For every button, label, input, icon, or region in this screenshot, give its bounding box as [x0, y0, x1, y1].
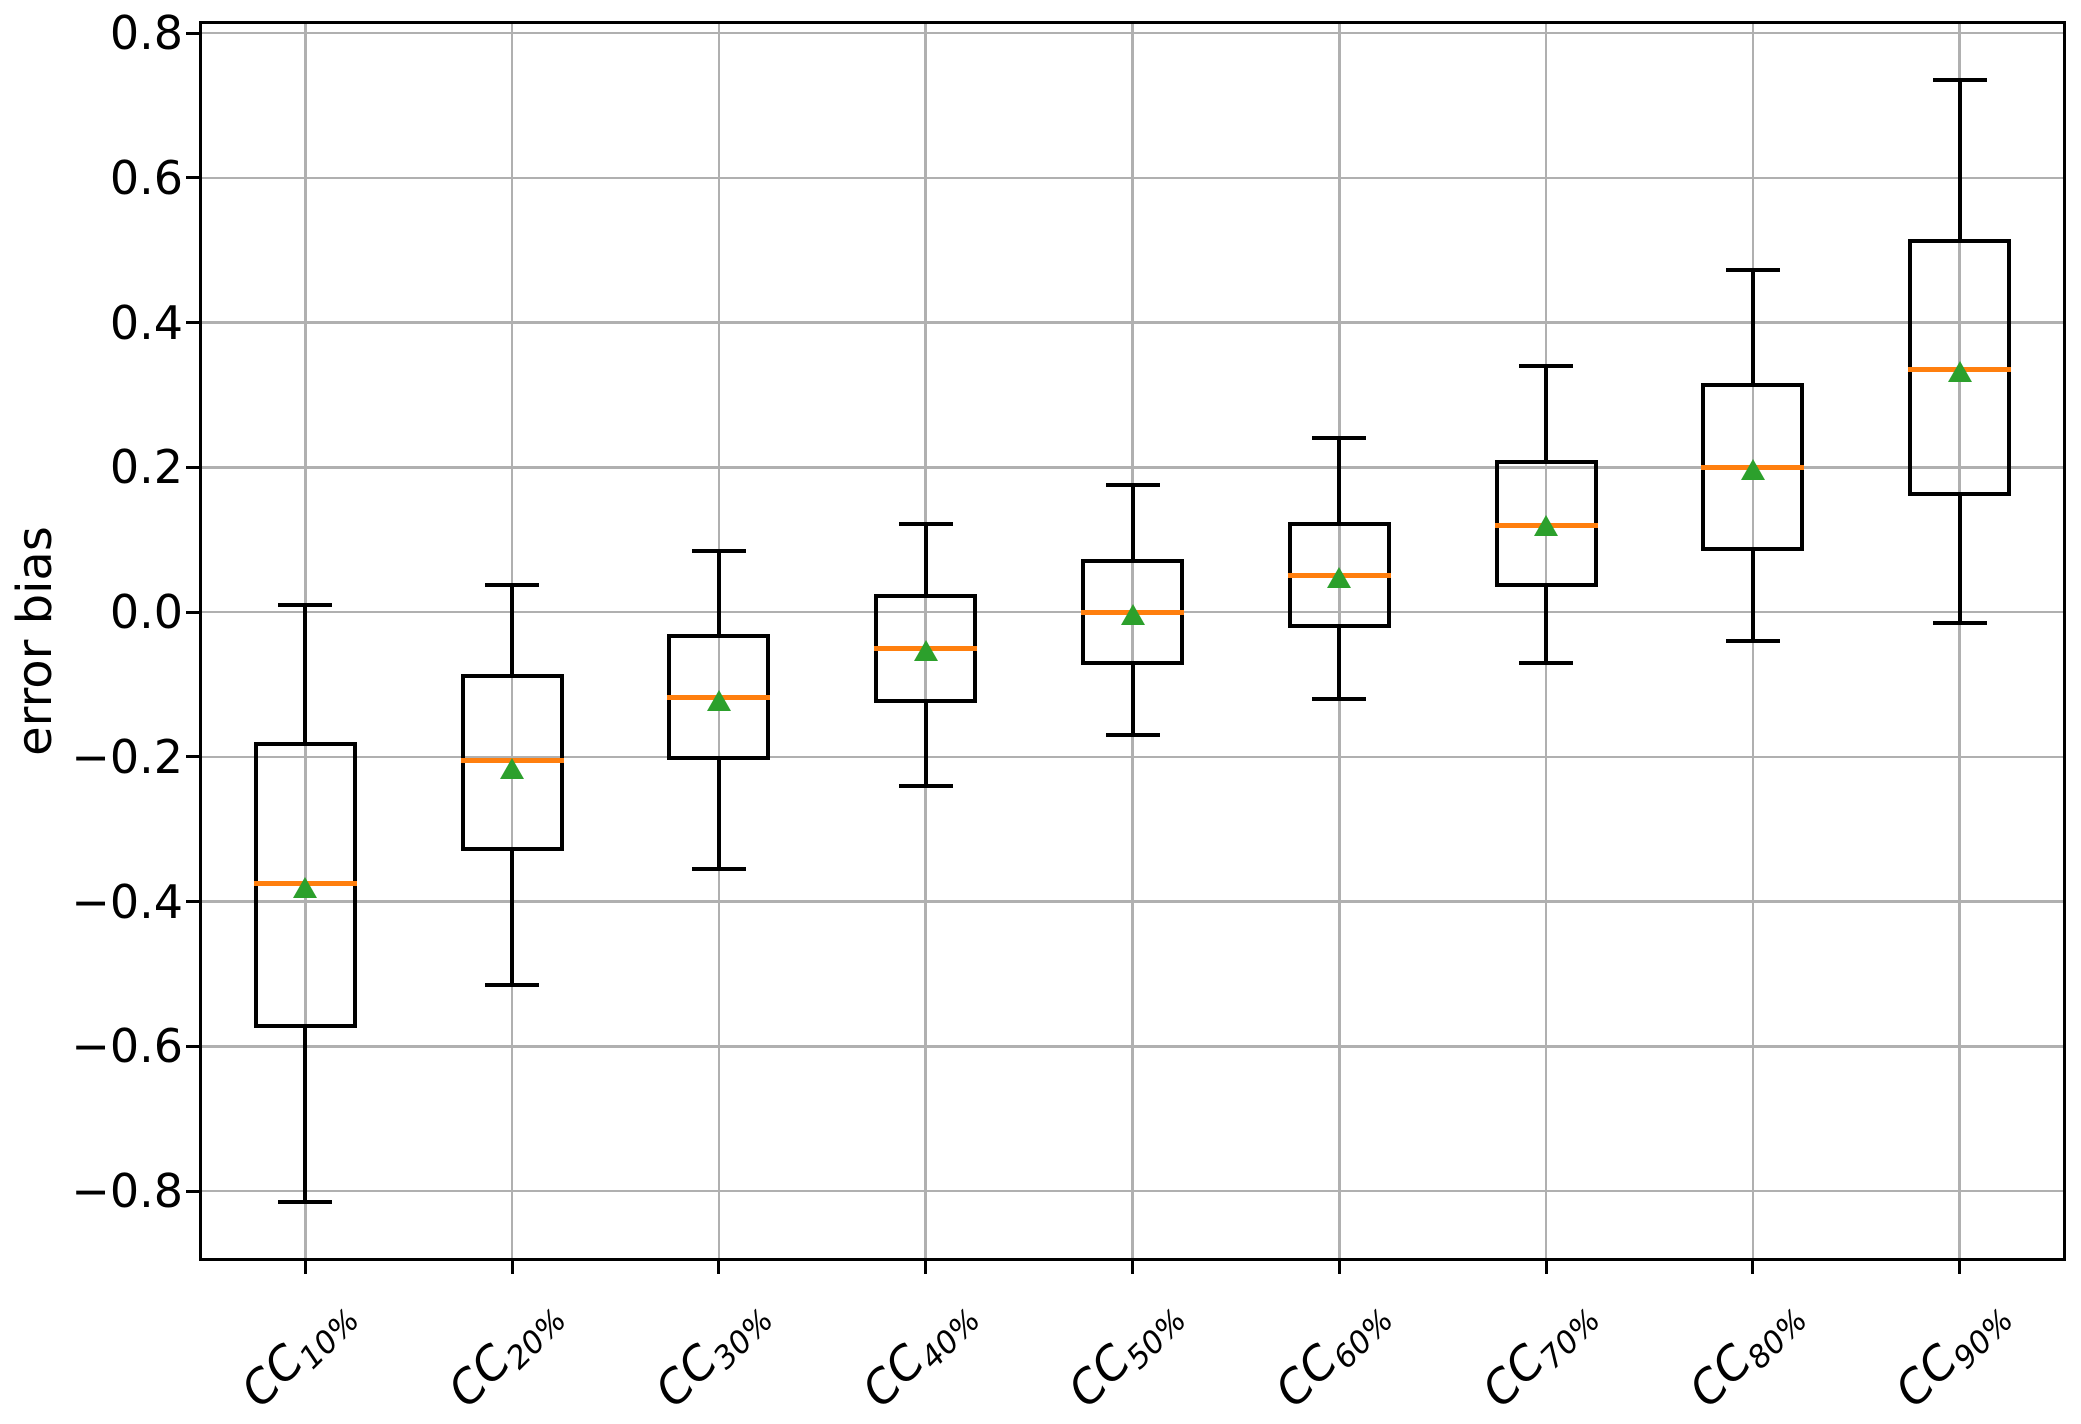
whisker-lower-line [923, 702, 928, 786]
gridline-vertical [1958, 24, 1961, 1258]
gridline-vertical [1131, 24, 1134, 1258]
whisker-lower-line [510, 850, 515, 985]
whisker-upper-line [1130, 485, 1135, 560]
whisker-lower-line [303, 1028, 308, 1202]
y-tick-label: −0.8 [71, 1164, 183, 1219]
whisker-upper-cap [1105, 483, 1160, 488]
y-tick-mark [186, 321, 202, 325]
y-tick-mark [186, 31, 202, 35]
whisker-lower-line [1750, 550, 1755, 641]
x-tick-mark [1751, 1261, 1755, 1274]
whisker-lower-cap [1105, 733, 1160, 738]
whisker-upper-line [923, 523, 928, 594]
whisker-upper-line [1337, 438, 1342, 522]
x-tick-mark [717, 1261, 721, 1274]
whisker-upper-line [1544, 365, 1549, 461]
x-tick-label-text: CC90% [1884, 1302, 2022, 1418]
x-tick-mark [924, 1261, 928, 1274]
whisker-upper-line [1750, 270, 1755, 384]
whisker-lower-cap [1932, 620, 1987, 625]
x-tick-mark [1958, 1261, 1962, 1274]
y-tick-label: 0.0 [109, 585, 183, 640]
gridline-vertical [717, 24, 721, 1258]
x-tick-label-text: CC40% [850, 1302, 988, 1418]
whisker-lower-cap [1312, 696, 1367, 701]
x-tick-mark [510, 1261, 514, 1274]
whisker-upper-line [303, 604, 308, 743]
mean-marker [1327, 566, 1352, 588]
whisker-upper-cap [1312, 436, 1367, 441]
plot-area [199, 21, 2066, 1261]
x-tick-mark [1544, 1261, 1548, 1274]
whisker-lower-cap [1519, 660, 1574, 665]
whisker-lower-line [716, 760, 721, 869]
mean-marker [500, 757, 525, 779]
whisker-lower-line [1337, 627, 1342, 699]
whisker-lower-line [1957, 496, 1962, 623]
x-tick-label-text: CC70% [1471, 1302, 1608, 1418]
whisker-upper-cap [485, 582, 540, 587]
y-tick-label: 0.2 [109, 440, 183, 495]
y-tick-mark [186, 610, 202, 614]
whisker-upper-cap [691, 548, 746, 553]
y-tick-label: −0.6 [71, 1019, 183, 1074]
y-tick-mark [186, 1189, 202, 1193]
whisker-lower-cap [485, 982, 540, 987]
y-tick-label: 0.4 [109, 295, 183, 350]
whisker-upper-line [510, 584, 515, 674]
y-tick-label: 0.6 [109, 150, 183, 205]
x-tick-label-text: CC50% [1057, 1302, 1195, 1418]
x-tick-label-text: CC20% [437, 1302, 574, 1418]
whisker-upper-cap [278, 602, 333, 607]
whisker-lower-line [1130, 664, 1135, 736]
x-tick-mark [1337, 1261, 1341, 1274]
whisker-upper-cap [1519, 363, 1574, 368]
y-tick-label: −0.2 [71, 729, 183, 784]
mean-marker [706, 690, 731, 712]
whisker-upper-line [716, 550, 721, 634]
whisker-upper-cap [1932, 78, 1987, 83]
mean-marker [293, 877, 318, 899]
mean-marker [1947, 361, 1972, 383]
y-axis-label: error bias [7, 526, 63, 756]
y-tick-mark [186, 755, 202, 759]
x-tick-label-text: CC10% [230, 1302, 367, 1418]
y-tick-mark [186, 900, 202, 904]
mean-marker [1120, 604, 1145, 626]
x-tick-label-text: CC80% [1677, 1302, 1815, 1418]
y-tick-label: −0.4 [71, 874, 183, 929]
x-tick-mark [303, 1261, 307, 1274]
y-tick-mark [186, 1044, 202, 1048]
mean-marker [1740, 458, 1765, 480]
x-tick-mark [1131, 1261, 1134, 1274]
whisker-lower-cap [278, 1199, 333, 1204]
whisker-lower-cap [898, 783, 953, 788]
x-tick-label-text: CC30% [643, 1302, 781, 1418]
whisker-lower-cap [691, 866, 746, 871]
y-tick-mark [186, 176, 202, 180]
whisker-upper-cap [1725, 268, 1780, 273]
y-tick-mark [186, 465, 202, 469]
mean-marker [913, 639, 938, 661]
whisker-lower-line [1544, 587, 1549, 663]
mean-marker [1534, 515, 1559, 537]
y-tick-label: 0.8 [109, 6, 183, 61]
whisker-upper-line [1957, 80, 1962, 240]
whisker-upper-cap [898, 521, 953, 526]
x-tick-label-text: CC60% [1264, 1302, 1401, 1418]
whisker-lower-cap [1725, 639, 1780, 643]
